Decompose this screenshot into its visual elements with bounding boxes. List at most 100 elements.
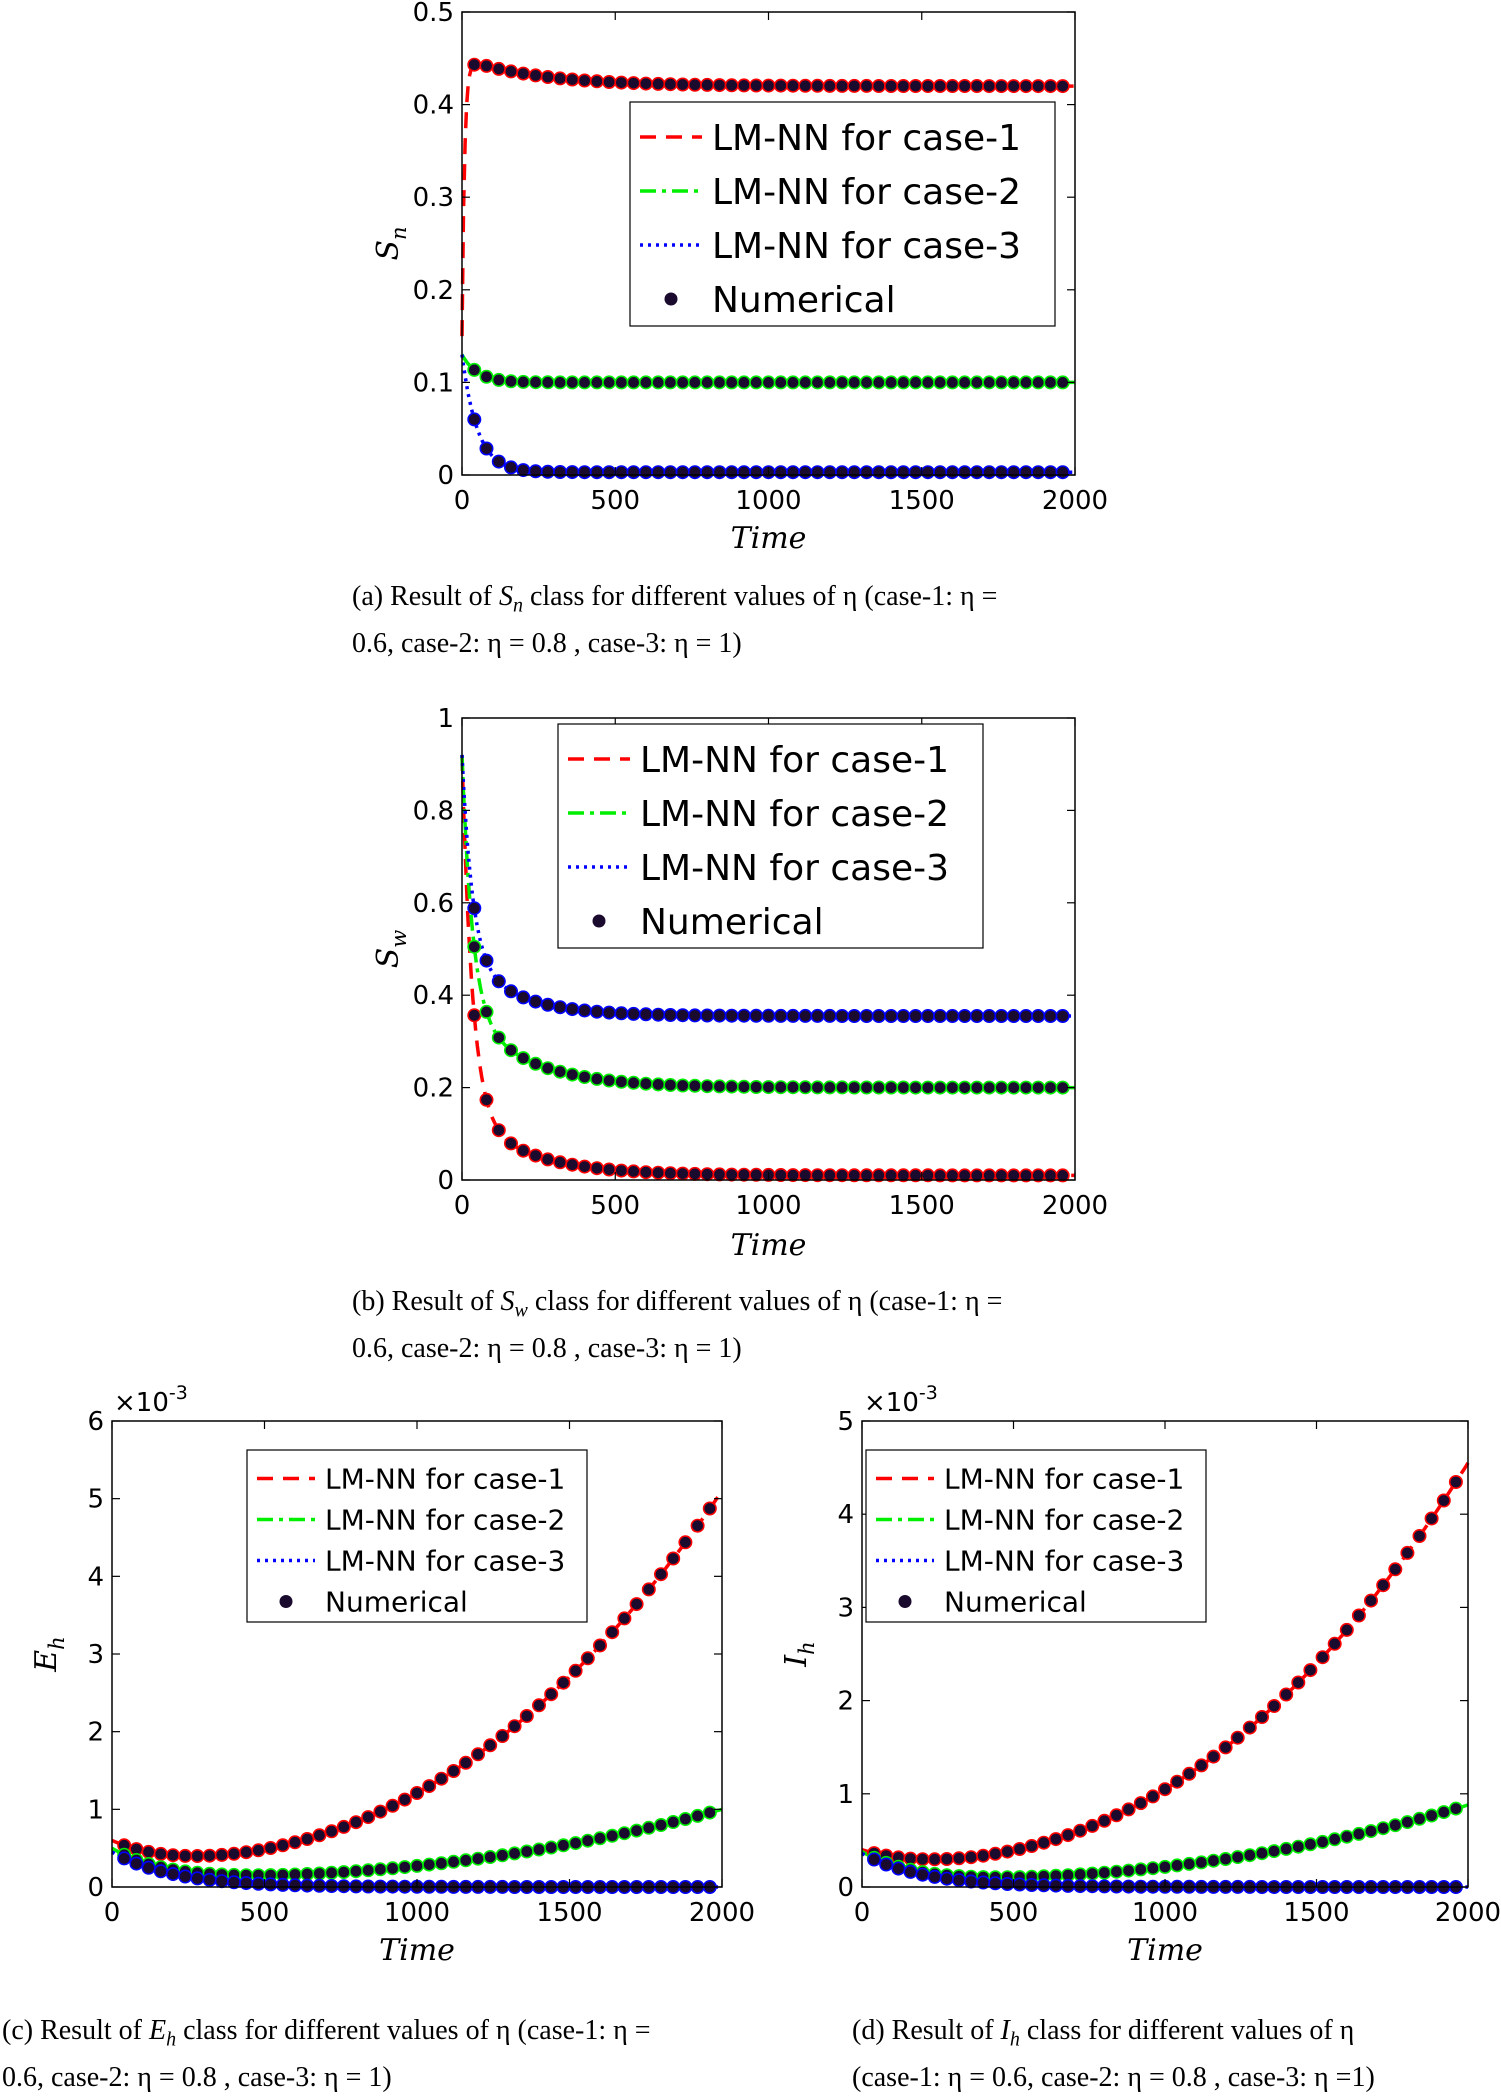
- numerical-point: [933, 1080, 948, 1095]
- legend-marker-numerical: [898, 1595, 912, 1608]
- x-axis-label: Time: [731, 1228, 807, 1263]
- numerical-point: [761, 375, 776, 390]
- y-tick-label: 0.6: [413, 889, 454, 919]
- y-tick-label: 2: [837, 1687, 854, 1717]
- x-tick-label: 1000: [735, 486, 801, 516]
- numerical-point: [336, 1819, 351, 1834]
- numerical-point: [810, 78, 825, 93]
- numerical-point: [446, 1764, 461, 1779]
- legend-label-2: LM-NN for case-2: [944, 1504, 1184, 1537]
- numerical-point: [835, 465, 850, 480]
- numerical-point: [626, 1006, 641, 1021]
- numerical-point: [690, 1518, 705, 1533]
- numerical-point: [736, 1167, 751, 1182]
- numerical-point: [1267, 1699, 1282, 1714]
- numerical-point: [565, 465, 580, 480]
- numerical-point: [565, 1157, 580, 1172]
- numerical-point: [749, 1167, 764, 1182]
- chart-a: 0 500 1000 1500 2000 0 0.1 0.2 0.3 0.4 0.5 Time Sn LM…: [371, 0, 1108, 556]
- numerical-point: [629, 1823, 644, 1838]
- numerical-point: [1279, 1687, 1294, 1702]
- numerical-point: [166, 1848, 181, 1863]
- numerical-point: [867, 1852, 882, 1867]
- numerical-point: [810, 465, 825, 480]
- numerical-point: [1031, 465, 1046, 480]
- numerical-point: [190, 1871, 205, 1886]
- numerical-point: [565, 1002, 580, 1017]
- numerical-point: [1170, 1774, 1185, 1789]
- numerical-point: [348, 1815, 363, 1830]
- numerical-point: [577, 375, 592, 390]
- numerical-point: [712, 78, 727, 93]
- numerical-point: [553, 464, 568, 479]
- numerical-point: [810, 375, 825, 390]
- numerical-point: [976, 1848, 991, 1863]
- numerical-point: [1000, 1844, 1015, 1859]
- numerical-point: [1158, 1782, 1173, 1797]
- numerical-point: [1230, 1850, 1245, 1865]
- numerical-point: [761, 78, 776, 93]
- numerical-point: [1018, 1008, 1033, 1023]
- numerical-point: [687, 1078, 702, 1093]
- numerical-point: [1073, 1867, 1088, 1882]
- numerical-point: [724, 1079, 739, 1094]
- numerical-point: [773, 375, 788, 390]
- numerical-point: [263, 1841, 278, 1856]
- numerical-point: [1315, 1834, 1330, 1849]
- numerical-point: [287, 1878, 302, 1893]
- numerical-point: [822, 78, 837, 93]
- numerical-point: [915, 1867, 930, 1882]
- numerical-point: [712, 1167, 727, 1182]
- numerical-point: [324, 1824, 339, 1839]
- numerical-point: [690, 1808, 705, 1823]
- numerical-point: [773, 465, 788, 480]
- numerical-point: [951, 1873, 966, 1888]
- numerical-point: [847, 375, 862, 390]
- numerical-point: [884, 465, 899, 480]
- numerical-point: [1031, 1008, 1046, 1023]
- numerical-point: [178, 1869, 193, 1884]
- numerical-point: [1073, 1879, 1088, 1894]
- numerical-point: [129, 1856, 144, 1871]
- numerical-point: [1170, 1858, 1185, 1873]
- legend: LM-NN for case-1 LM-NN for case-2 LM-NN fo…: [629, 101, 1056, 327]
- y-tick-label: 0.4: [413, 91, 454, 121]
- numerical-point: [785, 375, 800, 390]
- numerical-point: [896, 465, 911, 480]
- numerical-point: [785, 465, 800, 480]
- numerical-point: [214, 1847, 229, 1862]
- numerical-point: [491, 1123, 506, 1138]
- legend-box: [557, 723, 984, 949]
- y-tick-label: 1: [437, 704, 454, 734]
- numerical-point: [822, 1080, 837, 1095]
- numerical-point: [503, 374, 518, 389]
- numerical-point: [994, 1080, 1009, 1095]
- numerical-point: [1448, 1475, 1463, 1490]
- numerical-point: [1206, 1749, 1221, 1764]
- numerical-point: [605, 1828, 620, 1843]
- numerical-point: [580, 1833, 595, 1848]
- numerical-point: [1006, 465, 1021, 480]
- numerical-point: [749, 465, 764, 480]
- numerical-point: [945, 1080, 960, 1095]
- numerical-point: [945, 375, 960, 390]
- numerical-point: [638, 1007, 653, 1022]
- numerical-point: [1327, 1636, 1342, 1651]
- numerical-point: [1145, 1789, 1160, 1804]
- numerical-point: [483, 1738, 498, 1753]
- numerical-point: [602, 1162, 617, 1177]
- numerical-point: [503, 1136, 518, 1151]
- y-tick-label: 3: [837, 1593, 854, 1623]
- x-tick-label: 1500: [1283, 1898, 1349, 1928]
- numerical-point: [540, 997, 555, 1012]
- numerical-point: [1018, 79, 1033, 94]
- x-tick-label: 1000: [384, 1898, 450, 1928]
- numerical-point: [503, 460, 518, 475]
- numerical-point: [516, 66, 531, 81]
- numerical-point: [544, 1687, 559, 1702]
- numerical-point: [773, 1080, 788, 1095]
- numerical-point: [434, 1771, 449, 1786]
- numerical-point: [491, 454, 506, 469]
- numerical-point: [1085, 1866, 1100, 1881]
